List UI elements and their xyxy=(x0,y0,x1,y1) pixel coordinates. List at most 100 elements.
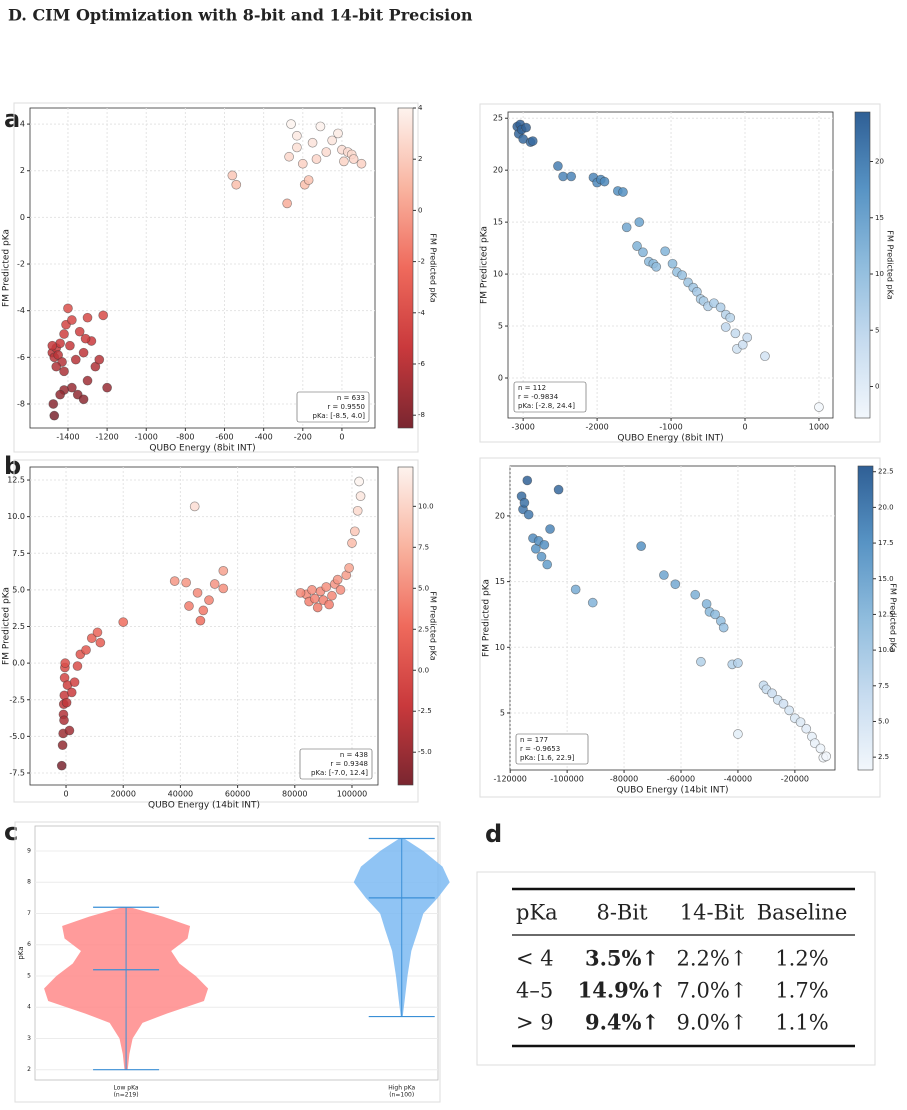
point xyxy=(730,328,741,339)
table-cell: 2.2%↑ xyxy=(677,947,748,971)
panel-label: b xyxy=(4,452,21,480)
y-tick-label: -4 xyxy=(17,306,25,315)
y-tick-label: 12.5 xyxy=(7,476,25,485)
point xyxy=(312,602,323,613)
point xyxy=(558,171,568,182)
colorbar-tick-label: 10.0 xyxy=(878,646,894,654)
x-tick-label: -400 xyxy=(255,433,273,442)
colorbar-tick-label: 2.5 xyxy=(418,625,429,633)
table-cell: 14.9%↑ xyxy=(578,978,667,1003)
x-tick-label: -100000 xyxy=(550,775,583,784)
colorbar-label: FM Predicted pKa xyxy=(889,583,898,652)
annotation-text: r = -0.9653 xyxy=(520,745,560,753)
point xyxy=(670,579,681,590)
colorbar xyxy=(857,465,874,771)
plot-area xyxy=(29,107,376,429)
point xyxy=(56,760,67,771)
point xyxy=(519,497,530,508)
y-tick-label: 8 xyxy=(27,879,31,886)
point xyxy=(523,509,534,520)
point xyxy=(82,375,93,386)
panel-label: d xyxy=(485,820,502,848)
annotation-text: r = 0.9348 xyxy=(330,760,368,768)
y-tick-label: 6 xyxy=(27,941,31,948)
point xyxy=(49,410,60,421)
colorbar-tick-label: 15 xyxy=(875,214,884,222)
point xyxy=(55,389,65,400)
x-tick-label: 40000 xyxy=(168,790,193,799)
x-tick-label: -1000 xyxy=(135,433,158,442)
point xyxy=(48,399,59,409)
point xyxy=(742,332,753,343)
point xyxy=(192,587,203,598)
x-tick-label: -600 xyxy=(215,433,233,442)
table-cell: 1.2% xyxy=(775,947,828,971)
colorbar xyxy=(854,111,871,419)
point xyxy=(660,246,670,257)
point xyxy=(354,476,364,487)
panel-frame xyxy=(13,459,419,803)
table-cell: 9.0%↑ xyxy=(677,1011,748,1035)
x-tick-label: 80000 xyxy=(282,790,307,799)
annotation-box xyxy=(296,391,370,423)
x-tick-label: -1200 xyxy=(95,433,118,442)
point xyxy=(677,270,687,280)
y-tick-label: -2.5 xyxy=(9,695,25,704)
annotation-box xyxy=(515,733,589,765)
colorbar xyxy=(397,107,414,429)
colorbar-tick-label: 5.0 xyxy=(418,584,429,592)
y-tick-label: 20 xyxy=(495,511,505,520)
x-tick-label: -40000 xyxy=(724,775,752,784)
colorbar-tick-label: -2 xyxy=(418,258,425,266)
point xyxy=(636,541,646,551)
colorbar-label: FM Predicted pKa xyxy=(429,591,438,660)
point xyxy=(72,661,83,671)
y-axis-label: pKa xyxy=(17,946,25,959)
y-axis-label: FM Predicted pKa xyxy=(480,226,490,304)
point xyxy=(82,312,93,323)
point xyxy=(204,595,214,605)
x-tick-label: -1000 xyxy=(659,423,682,432)
point xyxy=(821,751,832,762)
point xyxy=(621,222,632,233)
colorbar-tick-label: -8 xyxy=(418,411,425,419)
colorbar-label: FM Predicted pKa xyxy=(429,233,438,302)
point xyxy=(332,574,343,585)
heading: D. CIM Optimization with 8-bit and 14-bi… xyxy=(8,6,473,25)
point xyxy=(638,247,648,258)
point xyxy=(292,142,302,153)
table-cell: 4–5 xyxy=(516,979,553,1003)
y-tick-label: 25 xyxy=(493,114,503,123)
point xyxy=(349,526,360,537)
colorbar-tick-label: -4 xyxy=(418,309,426,317)
x-axis-label: QUBO Energy (8bit INT) xyxy=(149,444,255,454)
annotation-text: n = 112 xyxy=(518,384,546,392)
point xyxy=(355,491,366,501)
y-tick-label: 15 xyxy=(495,577,505,586)
annotation-text: pKa: [-2.8, 24.4] xyxy=(518,402,575,410)
panel-frame xyxy=(14,821,441,1103)
point xyxy=(333,128,343,139)
point xyxy=(356,158,367,169)
point xyxy=(545,524,555,534)
point xyxy=(231,179,242,190)
table-cell: 1.1% xyxy=(775,1011,828,1035)
x-tick-label: 20000 xyxy=(110,790,135,799)
point xyxy=(61,697,72,708)
point xyxy=(321,147,332,157)
panel-frame xyxy=(476,871,876,1066)
y-tick-label: 20 xyxy=(493,166,503,175)
x-tick-label: -800 xyxy=(176,433,194,442)
point xyxy=(553,161,563,171)
colorbar-tick-label: 20 xyxy=(875,158,884,166)
x-tick-label: -3000 xyxy=(512,423,535,432)
table-cell: > 9 xyxy=(516,1011,554,1035)
panel-frame xyxy=(479,457,881,798)
panel-frame xyxy=(13,102,419,453)
table-header: pKa xyxy=(516,901,558,925)
point xyxy=(767,688,777,699)
annotation-text: r = -0.9834 xyxy=(518,393,559,401)
point xyxy=(184,601,194,611)
x-tick-label: -200 xyxy=(294,433,312,442)
y-tick-label: 10 xyxy=(493,270,503,279)
